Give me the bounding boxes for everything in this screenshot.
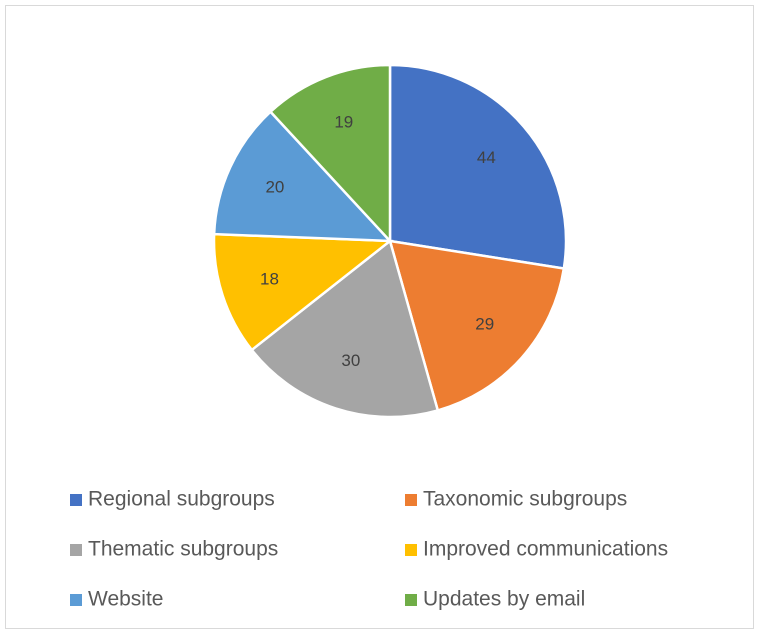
legend-swatch	[70, 494, 82, 506]
legend-swatch	[70, 594, 82, 606]
data-label: 44	[477, 148, 496, 167]
data-label: 19	[334, 112, 353, 131]
pie-slice	[388, 63, 568, 270]
data-label: 20	[265, 177, 284, 196]
pie-slice	[212, 232, 394, 352]
legend-label: Updates by email	[423, 588, 585, 611]
data-label: 30	[341, 351, 360, 370]
data-label: 29	[475, 315, 494, 334]
legend-swatch	[405, 544, 417, 556]
pie-slice	[268, 63, 392, 245]
pie-slice	[388, 239, 566, 412]
legend-label: Thematic subgroups	[88, 538, 278, 561]
legend-label: Taxonomic subgroups	[423, 488, 627, 511]
legend-swatch	[405, 494, 417, 506]
pie-slice	[212, 109, 393, 243]
legend-swatch	[70, 544, 82, 556]
data-label: 18	[260, 270, 279, 289]
legend-label: Website	[88, 588, 163, 611]
legend-label: Improved communications	[423, 538, 668, 561]
legend-label: Regional subgroups	[88, 488, 275, 511]
legend-swatch	[405, 594, 417, 606]
pie-slice	[250, 238, 440, 419]
